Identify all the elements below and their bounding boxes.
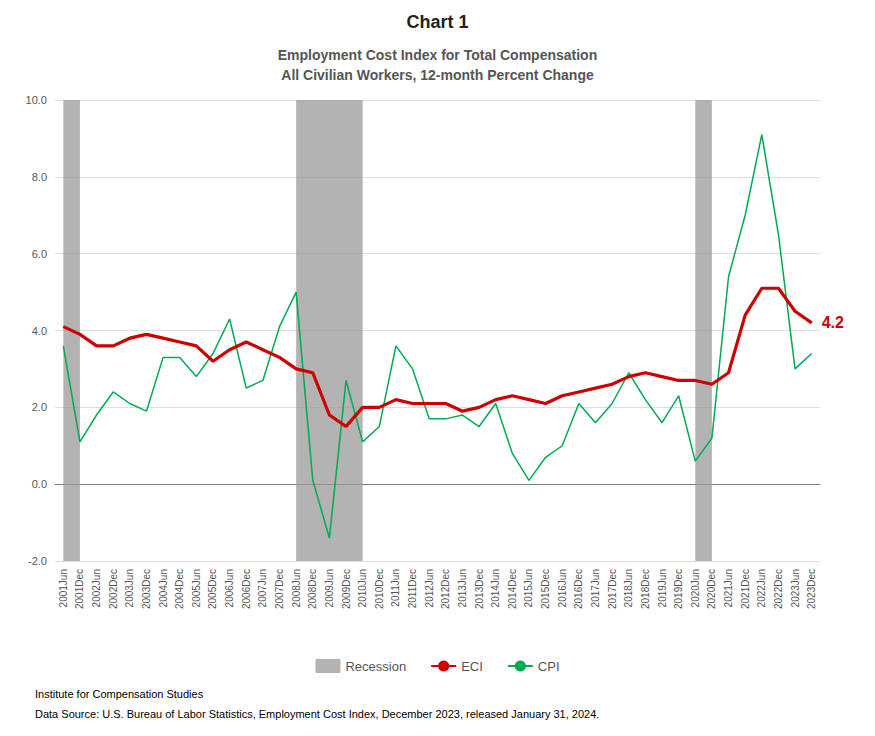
- svg-text:2007Jun: 2007Jun: [257, 569, 268, 607]
- svg-text:2006Dec: 2006Dec: [241, 569, 252, 609]
- svg-text:2001Dec: 2001Dec: [74, 569, 85, 609]
- svg-text:2006Jun: 2006Jun: [224, 569, 235, 607]
- svg-text:2016Jun: 2016Jun: [557, 569, 568, 607]
- svg-text:2017Dec: 2017Dec: [607, 569, 618, 609]
- svg-text:2005Dec: 2005Dec: [207, 569, 218, 609]
- svg-text:2015Jun: 2015Jun: [523, 569, 534, 607]
- svg-text:Institute for Compensation Stu: Institute for Compensation Studies: [35, 688, 204, 700]
- svg-text:2010Jun: 2010Jun: [357, 569, 368, 607]
- svg-text:Data Source: U.S. Bureau of La: Data Source: U.S. Bureau of Labor Statis…: [35, 708, 599, 720]
- svg-text:2010Dec: 2010Dec: [374, 569, 385, 609]
- svg-text:2023Jun: 2023Jun: [790, 569, 801, 607]
- svg-text:2004Dec: 2004Dec: [174, 569, 185, 609]
- svg-text:2013Jun: 2013Jun: [457, 569, 468, 607]
- svg-text:Chart 1: Chart 1: [406, 12, 468, 32]
- svg-text:-2.0: -2.0: [28, 555, 47, 567]
- svg-text:2023Dec: 2023Dec: [806, 569, 817, 609]
- svg-text:2015Dec: 2015Dec: [540, 569, 551, 609]
- svg-text:10.0: 10.0: [26, 94, 47, 106]
- svg-text:2011Dec: 2011Dec: [407, 569, 418, 608]
- svg-text:CPI: CPI: [538, 659, 560, 674]
- svg-text:Employment Cost Index for Tota: Employment Cost Index for Total Compensa…: [278, 47, 597, 63]
- svg-text:2009Jun: 2009Jun: [324, 569, 335, 607]
- svg-text:2021Jun: 2021Jun: [723, 569, 734, 607]
- svg-text:2007Dec: 2007Dec: [274, 569, 285, 609]
- svg-text:2018Jun: 2018Jun: [623, 569, 634, 607]
- svg-text:2001Jun: 2001Jun: [58, 569, 69, 607]
- svg-text:2011Jun: 2011Jun: [390, 569, 401, 607]
- svg-text:6.0: 6.0: [32, 248, 47, 260]
- svg-text:4.0: 4.0: [32, 325, 47, 337]
- svg-text:8.0: 8.0: [32, 171, 47, 183]
- svg-text:2014Jun: 2014Jun: [490, 569, 501, 607]
- svg-text:2022Dec: 2022Dec: [773, 569, 784, 609]
- svg-text:2013Dec: 2013Dec: [474, 569, 485, 609]
- svg-text:2020Jun: 2020Jun: [690, 569, 701, 607]
- svg-text:0.0: 0.0: [32, 478, 47, 490]
- svg-text:2002Jun: 2002Jun: [91, 569, 102, 607]
- svg-text:2016Dec: 2016Dec: [573, 569, 584, 609]
- svg-text:2009Dec: 2009Dec: [341, 569, 352, 609]
- svg-text:2019Dec: 2019Dec: [673, 569, 684, 609]
- svg-text:2017Jun: 2017Jun: [590, 569, 601, 607]
- svg-text:2004Jun: 2004Jun: [158, 569, 169, 607]
- svg-text:ECI: ECI: [461, 659, 483, 674]
- svg-text:4.2: 4.2: [822, 314, 844, 331]
- svg-text:2.0: 2.0: [32, 401, 47, 413]
- svg-text:All Civilian Workers, 12-month: All Civilian Workers, 12-month Percent C…: [281, 67, 594, 83]
- svg-text:Recession: Recession: [345, 659, 406, 674]
- svg-text:2005Jun: 2005Jun: [191, 569, 202, 607]
- svg-text:2021Dec: 2021Dec: [740, 569, 751, 609]
- svg-text:2012Dec: 2012Dec: [440, 569, 451, 609]
- svg-text:2012Jun: 2012Jun: [424, 569, 435, 607]
- svg-text:2003Jun: 2003Jun: [124, 569, 135, 607]
- svg-text:2003Dec: 2003Dec: [141, 569, 152, 609]
- svg-text:2002Dec: 2002Dec: [108, 569, 119, 609]
- svg-text:2014Dec: 2014Dec: [507, 569, 518, 609]
- svg-text:2018Dec: 2018Dec: [640, 569, 651, 609]
- svg-text:2008Jun: 2008Jun: [291, 569, 302, 607]
- svg-text:2022Jun: 2022Jun: [756, 569, 767, 607]
- svg-text:2020Dec: 2020Dec: [706, 569, 717, 609]
- svg-text:2019Jun: 2019Jun: [657, 569, 668, 607]
- svg-text:2008Dec: 2008Dec: [307, 569, 318, 609]
